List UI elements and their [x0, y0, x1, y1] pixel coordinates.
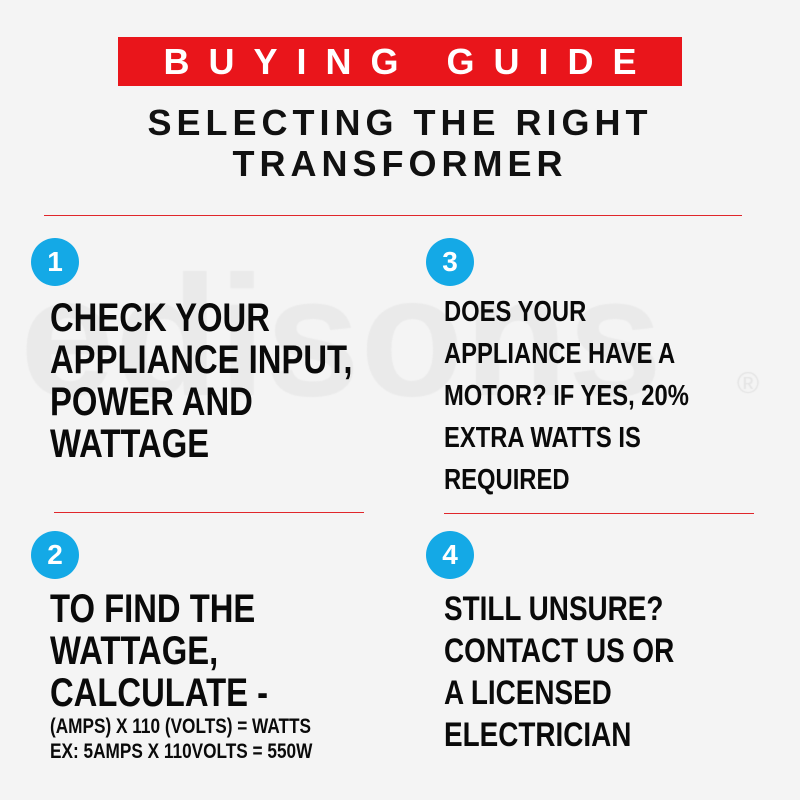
step-2-text: TO FIND THE WATTAGE, CALCULATE - (AMPS) …: [50, 588, 370, 764]
page-title-line-1: SELECTING THE RIGHT: [147, 102, 653, 143]
header-divider: [44, 215, 742, 216]
step-2-badge: 2: [31, 531, 79, 579]
step-2-line: WATTAGE,: [50, 629, 219, 673]
step-1-line: CHECK YOUR: [50, 296, 270, 340]
step-2-line: TO FIND THE: [50, 587, 256, 631]
step-4-line: ELECTRICIAN: [444, 716, 632, 754]
step-1-text: CHECK YOUR APPLIANCE INPUT, POWER AND WA…: [50, 297, 419, 465]
step-3-line: EXTRA WATTS IS: [444, 422, 641, 454]
step-3-line: DOES YOUR: [444, 296, 587, 328]
step-4-line: STILL UNSURE?: [444, 590, 664, 628]
step-3-badge: 3: [426, 238, 474, 286]
step-1-line: APPLIANCE INPUT,: [50, 338, 353, 382]
step-4-badge: 4: [426, 531, 474, 579]
left-divider: [54, 512, 364, 513]
step-1-badge: 1: [31, 238, 79, 286]
example-line: EX: 5AMPS X 110VOLTS = 550W: [50, 740, 313, 763]
buying-guide-banner: BUYING GUIDE: [118, 37, 682, 86]
step-1-line: POWER AND: [50, 380, 253, 424]
step-3-line: REQUIRED: [444, 464, 570, 496]
step-3-text: DOES YOUR APPLIANCE HAVE A MOTOR? IF YES…: [444, 291, 743, 501]
right-divider: [444, 513, 754, 514]
step-1-line: WATTAGE: [50, 422, 210, 466]
page-title-line-2: TRANSFORMER: [232, 143, 568, 184]
formula-line: (AMPS) X 110 (VOLTS) = WATTS: [50, 715, 312, 738]
step-2-line: CALCULATE -: [50, 671, 269, 715]
step-4-line: CONTACT US OR: [444, 632, 675, 670]
step-3-line: MOTOR? IF YES, 20%: [444, 380, 689, 412]
step-4-line: A LICENSED: [444, 674, 612, 712]
step-3-line: APPLIANCE HAVE A: [444, 338, 676, 370]
step-4-text: STILL UNSURE? CONTACT US OR A LICENSED E…: [444, 588, 725, 756]
